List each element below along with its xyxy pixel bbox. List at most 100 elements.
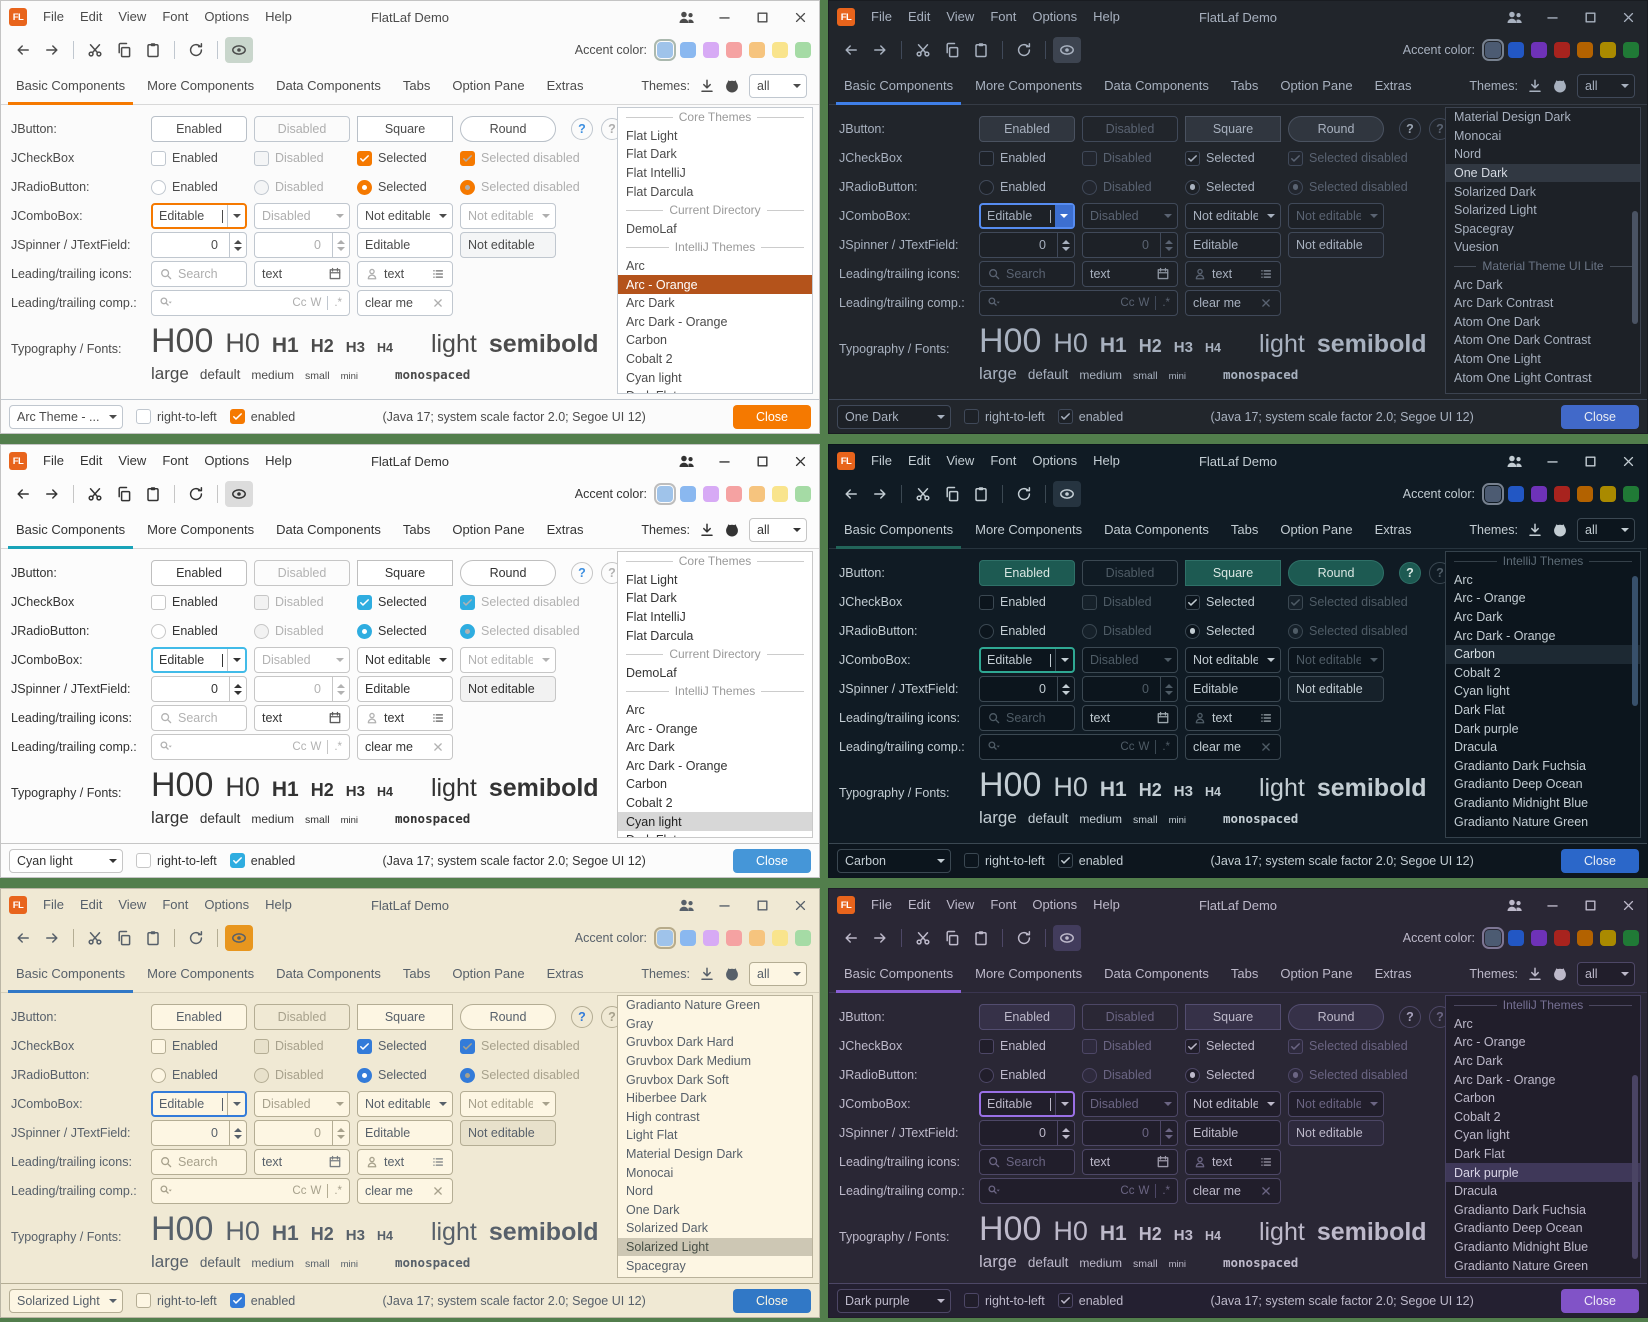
round-button[interactable]: Round: [460, 560, 556, 586]
editable-textfield[interactable]: Editable: [1185, 1120, 1281, 1146]
date-field[interactable]: text: [254, 705, 350, 731]
menu-item-view[interactable]: View: [946, 453, 975, 468]
accent-swatch-3[interactable]: [703, 42, 719, 58]
not-editable-combobox[interactable]: Not editable: [357, 647, 453, 673]
not-editable-disabled-combobox[interactable]: Not editable dis...: [1288, 203, 1384, 229]
enabled-checkbox[interactable]: enabled: [229, 1293, 295, 1308]
theme-list-item[interactable]: One Dark: [1446, 163, 1640, 183]
checkbox-on[interactable]: Selected: [357, 150, 427, 166]
window-close-button[interactable]: [1609, 889, 1647, 921]
theme-list-item[interactable]: Spacegray: [626, 1258, 686, 1273]
checkbox-on-dis[interactable]: Selected disabled: [1288, 594, 1408, 610]
theme-list-item[interactable]: Gruvbox Dark Medium: [626, 1054, 752, 1069]
tab-option-pane[interactable]: Option Pane: [452, 966, 525, 981]
theme-list-item[interactable]: Spacegray: [1454, 221, 1514, 236]
checkbox-on[interactable]: Selected: [1185, 150, 1255, 166]
show-hidden-toggle-button[interactable]: [1053, 481, 1081, 507]
radiobox-on-dis[interactable]: Selected disabled: [460, 179, 580, 195]
user-field[interactable]: text: [1185, 1149, 1281, 1175]
theme-list-item[interactable]: Flat IntelliJ: [626, 166, 686, 181]
regex-toggle[interactable]: .*: [334, 1185, 342, 1197]
spinner-arrows[interactable]: [229, 233, 246, 257]
current-theme-combo[interactable]: Arc Theme - ...: [9, 404, 123, 429]
theme-list-item[interactable]: Solarized Dark: [626, 1221, 708, 1236]
right-to-left-checkbox[interactable]: right-to-left: [136, 409, 217, 424]
tab-tabs[interactable]: Tabs: [1230, 78, 1259, 93]
search-with-options-field[interactable]: Cc W .*: [979, 290, 1178, 316]
clearable-field[interactable]: clear me: [357, 290, 453, 316]
radiobox-on-dis[interactable]: Selected disabled: [1288, 623, 1408, 639]
accent-swatch-4[interactable]: [726, 930, 742, 946]
menu-item-help[interactable]: Help: [265, 897, 292, 912]
github-button[interactable]: [1552, 966, 1568, 982]
show-hidden-toggle-button[interactable]: [1053, 925, 1081, 951]
window-maximize-button[interactable]: [1571, 445, 1609, 477]
accent-swatch-3[interactable]: [1531, 930, 1547, 946]
paste-button[interactable]: [967, 481, 995, 507]
forward-button[interactable]: [866, 925, 894, 951]
theme-list-item[interactable]: Gradianto Nature Green: [1454, 814, 1589, 829]
radiobox-on[interactable]: Selected: [1185, 623, 1255, 639]
radiobox-on-dis[interactable]: Selected disabled: [460, 1067, 580, 1083]
theme-list-item[interactable]: Monocai: [1454, 128, 1502, 143]
radiobox-dis[interactable]: Disabled: [1082, 1067, 1152, 1083]
paste-button[interactable]: [139, 481, 167, 507]
window-maximize-button[interactable]: [1571, 889, 1609, 921]
window-close-button[interactable]: [781, 1, 819, 33]
menu-item-options[interactable]: Options: [1032, 453, 1078, 468]
accent-swatch-2[interactable]: [680, 486, 696, 502]
menu-item-options[interactable]: Options: [204, 897, 250, 912]
checkbox-on[interactable]: Selected: [1185, 594, 1255, 610]
radiobox-on[interactable]: Selected: [357, 1067, 427, 1083]
accent-swatch-1[interactable]: [1482, 927, 1504, 949]
theme-list-item[interactable]: Cobalt 2: [626, 796, 673, 811]
tab-more-components[interactable]: More Components: [147, 522, 255, 537]
not-editable-disabled-combobox[interactable]: Not editable dis...: [460, 203, 556, 229]
users-button[interactable]: [667, 1, 705, 33]
enabled-button[interactable]: Enabled: [151, 116, 247, 142]
checkbox-[interactable]: Enabled: [979, 594, 1046, 610]
theme-list-item[interactable]: Arc: [626, 703, 645, 718]
show-hidden-toggle-button[interactable]: [1053, 37, 1081, 63]
close-button[interactable]: Close: [733, 848, 811, 873]
menu-item-font[interactable]: Font: [162, 897, 189, 912]
accent-swatch-5[interactable]: [749, 486, 765, 502]
themes-filter-combo[interactable]: all: [749, 73, 807, 98]
paste-button[interactable]: [967, 925, 995, 951]
theme-list-item[interactable]: Solarized Light: [618, 1237, 812, 1257]
theme-list-item[interactable]: Dark Flat: [1454, 703, 1505, 718]
radiobox-[interactable]: Enabled: [151, 623, 218, 639]
theme-list-item[interactable]: Cyan light: [626, 370, 682, 385]
clearable-field[interactable]: clear me: [1185, 290, 1281, 316]
not-editable-combobox[interactable]: Not editable: [1185, 1091, 1281, 1117]
right-to-left-checkbox[interactable]: right-to-left: [136, 1293, 217, 1308]
radiobox-dis[interactable]: Disabled: [1082, 179, 1152, 195]
menu-item-options[interactable]: Options: [1032, 9, 1078, 24]
close-button[interactable]: Close: [733, 404, 811, 429]
menu-item-file[interactable]: File: [871, 9, 892, 24]
theme-list-item[interactable]: Gray: [626, 1016, 654, 1031]
refresh-button[interactable]: [182, 37, 210, 63]
menu-item-file[interactable]: File: [871, 897, 892, 912]
theme-list-item[interactable]: Carbon: [626, 777, 667, 792]
help-button[interactable]: ?: [571, 1006, 593, 1028]
theme-list-item[interactable]: Arc - Orange: [1454, 1035, 1526, 1050]
tab-extras[interactable]: Extras: [546, 966, 584, 981]
spinner[interactable]: 0: [979, 232, 1075, 258]
window-close-button[interactable]: [781, 889, 819, 921]
menu-item-help[interactable]: Help: [265, 453, 292, 468]
forward-button[interactable]: [866, 37, 894, 63]
paste-button[interactable]: [139, 37, 167, 63]
regex-toggle[interactable]: .*: [1162, 1185, 1170, 1197]
theme-list-item[interactable]: Gradianto Dark Fuchsia: [1454, 1202, 1587, 1217]
themes-filter-combo[interactable]: all: [1577, 73, 1635, 98]
download-themes-button[interactable]: [1527, 966, 1543, 982]
menu-item-font[interactable]: Font: [990, 9, 1017, 24]
tab-tabs[interactable]: Tabs: [1230, 522, 1259, 537]
accent-swatch-4[interactable]: [1554, 930, 1570, 946]
whole-word-toggle[interactable]: W: [1138, 741, 1150, 753]
current-theme-combo[interactable]: Carbon: [837, 848, 951, 873]
tab-more-components[interactable]: More Components: [147, 966, 255, 981]
editable-combobox[interactable]: Editable: [979, 203, 1075, 229]
user-field[interactable]: text: [357, 261, 453, 287]
